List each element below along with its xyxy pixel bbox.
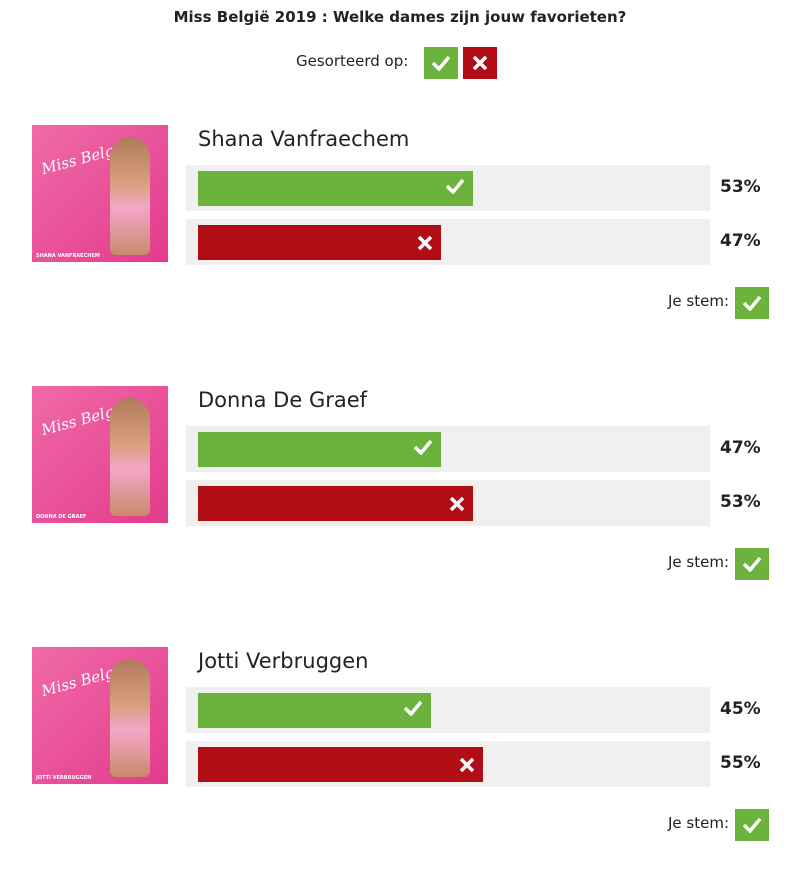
- vote-label: Je stem:: [668, 814, 730, 832]
- photo-figure: [110, 398, 150, 516]
- vote-track-inner: [192, 426, 710, 472]
- sort-no-button[interactable]: [463, 47, 497, 79]
- vote-label: Je stem:: [668, 292, 730, 310]
- candidate-name: Donna De Graef: [198, 388, 368, 412]
- vote-button[interactable]: [735, 287, 769, 319]
- percent-label: 45%: [720, 699, 761, 719]
- no-bar: [198, 225, 442, 260]
- no-bar: [198, 486, 473, 521]
- photo-caption: SHANA VANFRAECHEM: [36, 253, 100, 259]
- vote-track: [186, 165, 710, 211]
- yes-bar: [198, 693, 432, 728]
- candidate-photo: Miss Belgium DONNA DE GRAEF: [32, 386, 168, 523]
- vote-track-inner: [192, 480, 710, 526]
- percent-label: 47%: [720, 231, 761, 251]
- photo-figure: [110, 137, 150, 255]
- vote-track-inner: [192, 165, 710, 211]
- photo-caption: JOTTI VERBRUGGEN: [36, 775, 92, 781]
- vote-track: [186, 687, 710, 733]
- candidate-photo: Miss Belgium SHANA VANFRAECHEM: [32, 125, 168, 262]
- vote-track: [186, 741, 710, 787]
- sort-label: Gesorteerd op:: [296, 52, 409, 70]
- percent-label: 53%: [720, 492, 761, 512]
- percent-label: 53%: [720, 177, 761, 197]
- vote-button[interactable]: [735, 809, 769, 841]
- vote-track-inner: [192, 741, 710, 787]
- photo-figure: [110, 659, 150, 777]
- yes-bar: [198, 171, 473, 206]
- candidate-name: Jotti Verbruggen: [198, 649, 369, 673]
- yes-bar: [198, 432, 442, 467]
- sort-yes-button[interactable]: [424, 47, 458, 79]
- vote-button[interactable]: [735, 548, 769, 580]
- vote-label: Je stem:: [668, 553, 730, 571]
- vote-track: [186, 480, 710, 526]
- no-bar: [198, 747, 483, 782]
- vote-track-inner: [192, 219, 710, 265]
- candidate-name: Shana Vanfraechem: [198, 127, 410, 151]
- percent-label: 55%: [720, 753, 761, 773]
- page-title: Miss België 2019 : Welke dames zijn jouw…: [173, 8, 627, 26]
- vote-track-inner: [192, 687, 710, 733]
- percent-label: 47%: [720, 438, 761, 458]
- candidate-photo: Miss Belgium JOTTI VERBRUGGEN: [32, 647, 168, 784]
- vote-track: [186, 426, 710, 472]
- vote-track: [186, 219, 710, 265]
- photo-caption: DONNA DE GRAEF: [36, 514, 87, 520]
